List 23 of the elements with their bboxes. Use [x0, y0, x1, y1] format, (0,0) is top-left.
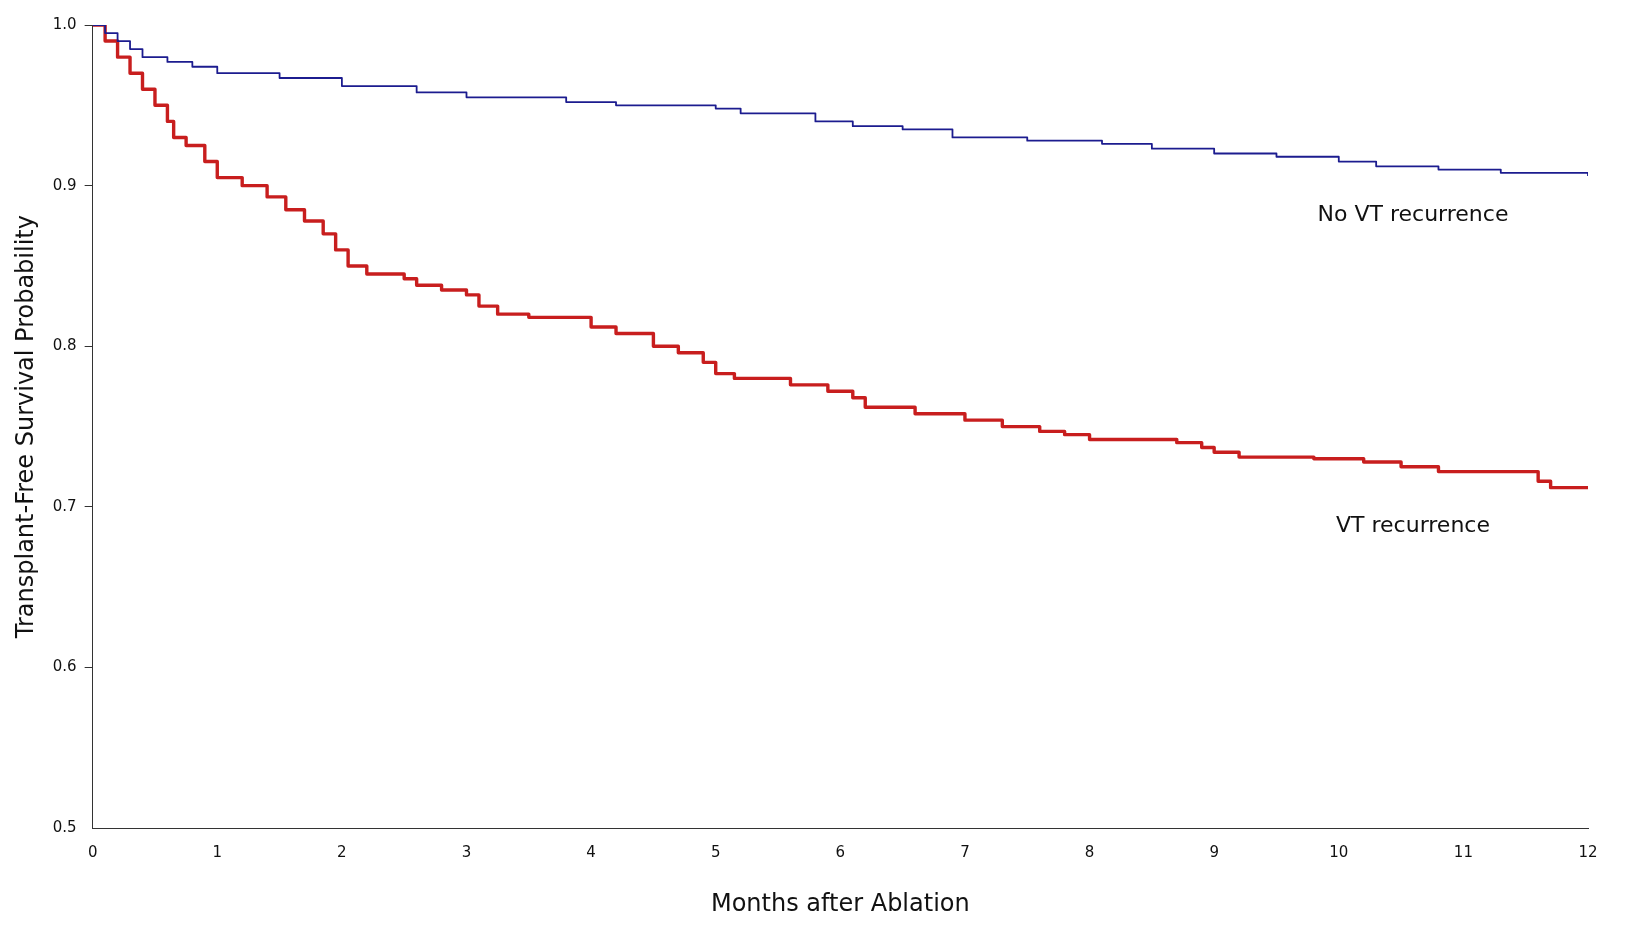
x-tick-label: 0	[87, 843, 98, 862]
x-tick-label: 8	[1084, 843, 1095, 862]
x-tick-label: 4	[586, 843, 596, 862]
x-tick-label: 12	[1578, 843, 1598, 862]
y-axis-title: Transplant-Free Survival Probability	[10, 215, 39, 640]
y-tick-label: 0.8	[52, 336, 77, 355]
series-label: No VT recurrence	[1317, 200, 1509, 226]
x-tick-label: 6	[835, 843, 846, 862]
x-tick-label: 2	[337, 843, 347, 862]
y-tick-label: 0.5	[52, 818, 77, 837]
x-tick-label: 10	[1329, 843, 1349, 862]
x-tick-label: 7	[960, 843, 970, 862]
x-tick-label: 9	[1209, 843, 1219, 862]
x-tick-label: 1	[212, 843, 223, 862]
y-tick-label: 0.7	[52, 496, 77, 515]
series-label: VT recurrence	[1336, 512, 1490, 538]
x-tick-label: 5	[710, 843, 721, 862]
x-tick-label: 3	[461, 843, 472, 862]
x-tick-label: 11	[1453, 843, 1473, 862]
y-tick-label: 1.0	[52, 14, 77, 33]
y-tick-label: 0.6	[52, 657, 77, 676]
y-tick-label: 0.9	[52, 175, 77, 194]
x-axis-title: Months after Ablation	[710, 888, 970, 917]
